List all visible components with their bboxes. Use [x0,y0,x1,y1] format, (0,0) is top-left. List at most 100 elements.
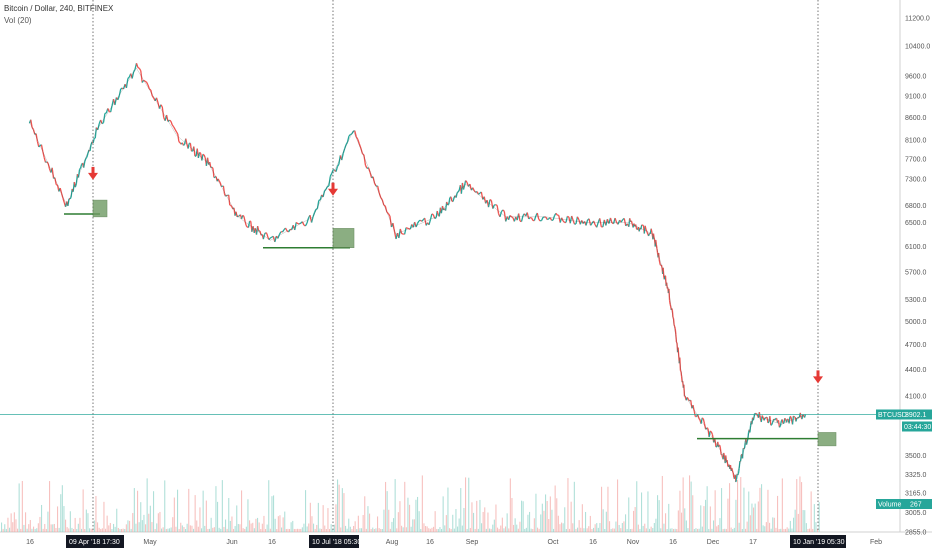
volume-bar [116,508,118,532]
volume-bar [217,501,219,532]
volume-bar [585,511,587,532]
price-candle [79,164,83,169]
price-candle [657,253,660,260]
price-candle [741,448,744,459]
time-axis-label: 16 [589,539,597,546]
price-candle [487,199,491,208]
time-axis-label: Dec [707,539,720,546]
price-candle [662,267,665,278]
volume-bar [289,528,291,532]
volume-bar [770,528,772,532]
price-candle [40,144,44,152]
price-candle [30,119,33,128]
price-candle [650,228,653,233]
symbol-title: Bitcoin / Dollar, 240, BITFINEX [4,4,114,13]
volume-bar [305,490,307,532]
volume-bar [292,520,294,532]
volume-bar [97,522,99,532]
price-candle [389,215,393,228]
volume-bar [345,525,347,532]
price-candle [372,176,376,184]
volume-bar [681,512,683,532]
volume-bar [559,524,561,532]
price-candle [263,232,267,235]
volume-bar [178,528,180,532]
volume-bar [162,527,164,532]
volume-bar [735,499,737,532]
volume-bar [421,475,423,532]
volume-bar [658,500,660,532]
volume-bar [229,520,231,532]
volume-bar [461,525,463,532]
price-candle [183,143,186,146]
volume-bar [501,517,503,532]
price-tick-label: 4100.0 [905,393,927,400]
volume-bar [191,525,193,532]
price-tick-label: 3005.0 [905,510,927,517]
price-candle [78,167,82,170]
volume-bar [236,505,238,532]
volume-bar [690,481,692,532]
volume-bar [695,528,697,532]
volume-bar [242,528,244,532]
volume-bar [564,507,566,532]
price-candle [797,416,800,419]
volume-bar [418,511,420,532]
volume-bar [237,523,239,532]
volume-bar [433,526,435,532]
price-candle [623,218,627,226]
price-candle [84,158,87,162]
price-candle [419,219,423,222]
volume-bar [613,528,615,532]
volume-bar [204,525,206,532]
price-candle [448,197,451,205]
volume-bar [527,514,529,532]
price-candle [151,95,155,99]
price-candle [717,444,720,447]
volume-bar [660,528,662,532]
volume-bar [609,521,611,532]
volume-bar [10,513,12,532]
price-candle [723,452,726,458]
price-candle [343,144,347,150]
price-candle [47,163,51,169]
volume-tag [876,499,932,509]
price-candle [473,190,477,193]
volume-bar [481,523,483,532]
volume-bar [767,489,769,532]
price-candle [671,310,674,318]
volume-bar [524,528,526,532]
volume-bar [617,479,619,532]
volume-bar [615,521,617,532]
price-candle [708,430,711,438]
volume-bar [361,528,363,532]
price-candle [668,288,671,301]
volume-bar [554,485,556,532]
volume-bar [301,527,303,532]
volume-bar [621,523,623,532]
price-candle [709,430,712,433]
price-candle [779,420,782,427]
volume-bar [557,515,559,532]
volume-bar [349,526,351,532]
volume-bar [21,480,23,532]
price-candle [32,129,36,135]
price-candle [715,445,718,448]
volume-bar [405,527,407,532]
volume-bar [377,516,379,532]
price-candle [635,224,638,230]
price-candle [274,235,278,243]
price-candle [702,418,706,424]
entry-zone [92,199,108,218]
price-tick-label: 3325.0 [905,472,927,479]
price-candle [452,197,455,202]
price-candle [199,151,202,154]
price-candle [336,163,340,167]
volume-bar [455,509,457,532]
volume-bar [207,528,209,532]
time-axis-label: 16 [26,539,34,546]
volume-bar [114,526,116,532]
volume-bar [482,511,484,532]
